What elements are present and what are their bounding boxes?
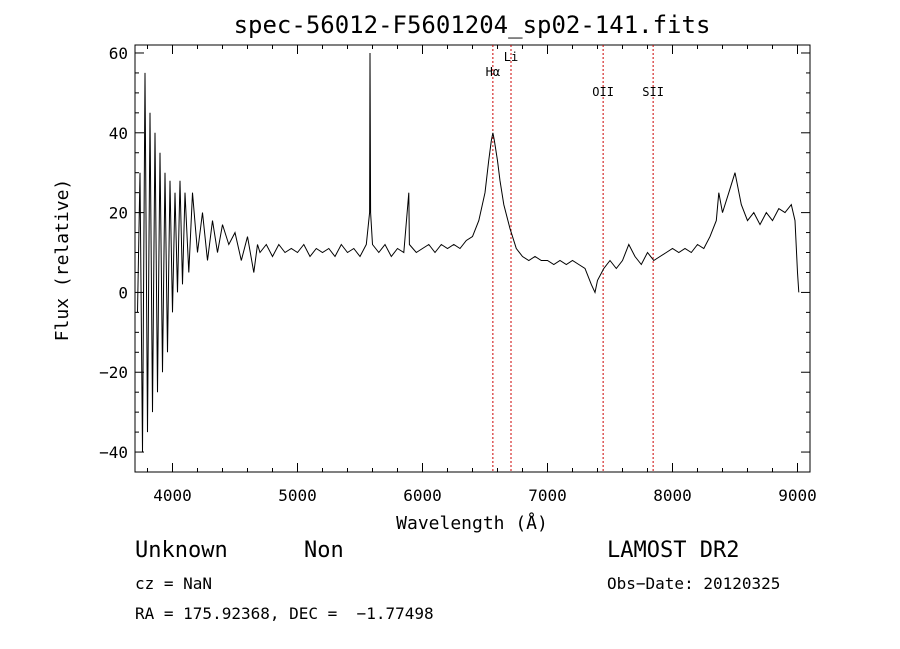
y-tick-label: 20 — [109, 204, 128, 223]
y-tick-label: −20 — [99, 363, 128, 382]
chart-title: spec-56012-F5601204_sp02-141.fits — [234, 11, 711, 39]
y-tick-label: 0 — [118, 283, 128, 302]
x-axis-label: Wavelength (Å) — [396, 512, 548, 534]
plot-area: 4000 5000 6000 7000 8000 9000 −40 −20 0 20 40 60 Hα L… — [99, 44, 817, 505]
x-tick-label: 7000 — [528, 486, 567, 505]
object-class: Unknown — [135, 538, 228, 563]
ra-dec-coordinates: RA = 175.92368, DEC = −1.77498 — [135, 604, 434, 623]
survey-name: LAMOST DR2 — [607, 538, 740, 563]
observation-date: Obs−Date: 20120325 — [607, 574, 781, 593]
plot-frame — [134, 44, 811, 473]
spectral-line-label: SII — [642, 85, 664, 99]
spectral-line-label: Hα — [486, 65, 500, 79]
spectrum-line — [137, 52, 800, 453]
x-tick-label: 5000 — [278, 486, 317, 505]
y-tick-label: 40 — [109, 124, 128, 143]
x-tick-label: 8000 — [653, 486, 692, 505]
spectral-line-label: OII — [592, 85, 614, 99]
spectral-line-label: Li — [504, 50, 518, 64]
y-axis-label: Flux (relative) — [52, 179, 73, 342]
object-subclass: Non — [304, 538, 344, 563]
y-tick-label: −40 — [99, 443, 128, 462]
redshift-value: cz = NaN — [135, 574, 213, 593]
x-tick-label: 4000 — [153, 486, 192, 505]
x-tick-label: 6000 — [403, 486, 442, 505]
x-tick-label: 9000 — [778, 486, 817, 505]
y-tick-label: 60 — [109, 44, 128, 63]
